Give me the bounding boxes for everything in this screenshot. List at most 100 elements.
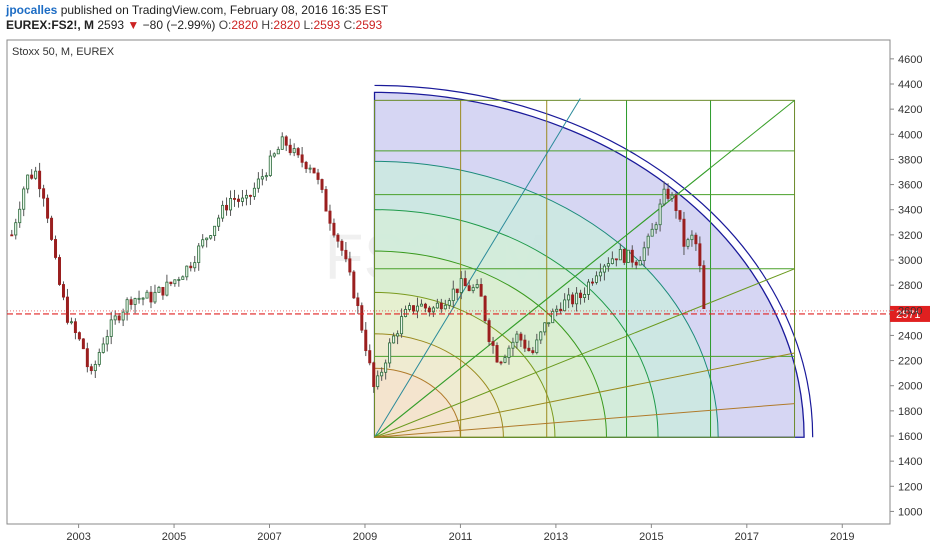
candle-body xyxy=(654,224,658,230)
candle-body xyxy=(694,234,698,245)
candle-body xyxy=(471,287,475,292)
price-chart[interactable]: FS2!, MStoxx 50 2571 1000120014001600180… xyxy=(0,34,932,550)
candle-body xyxy=(360,305,364,331)
candle-body xyxy=(77,332,81,340)
candle-body xyxy=(304,161,308,170)
y-tick-label: 1000 xyxy=(898,506,922,518)
low-value: 2593 xyxy=(313,18,341,32)
candle-body xyxy=(161,286,165,296)
time-axis[interactable]: 2003 2005 2007 2009 2011 2013 2015 2017 2019 xyxy=(66,524,855,543)
candle-body xyxy=(73,321,77,334)
candle-body xyxy=(50,217,54,240)
candle-body xyxy=(288,144,292,154)
candle-body xyxy=(177,279,181,281)
candle-body xyxy=(229,198,233,211)
candle-body xyxy=(447,300,451,306)
symbol-label: EUREX:FS2!, M xyxy=(6,18,95,32)
candle-body xyxy=(614,258,618,261)
publish-line: jpocalles published on TradingView.com, … xyxy=(6,3,388,17)
candle-body xyxy=(626,249,630,263)
y-tick-label: 2000 xyxy=(898,381,922,393)
candle-body xyxy=(487,320,491,342)
candle-body xyxy=(153,291,157,303)
candle-body xyxy=(356,297,360,307)
candle-body xyxy=(300,154,304,163)
candle-body xyxy=(10,234,14,237)
y-tick-label: 4000 xyxy=(898,129,922,141)
candle-body xyxy=(535,339,539,353)
candle-body xyxy=(539,331,543,341)
candle-body xyxy=(388,342,392,364)
candle-body xyxy=(205,237,209,241)
candle-body xyxy=(682,218,686,247)
y-tick-label: 2400 xyxy=(898,330,922,342)
candle-body xyxy=(89,366,93,372)
candle-body xyxy=(443,304,447,310)
candle-body xyxy=(618,249,622,261)
candles xyxy=(10,132,706,393)
candle-body xyxy=(125,299,129,313)
candle-body xyxy=(531,350,535,353)
author-link[interactable]: jpocalles xyxy=(6,3,58,17)
candle-body xyxy=(328,210,332,224)
candle-body xyxy=(197,245,201,264)
candle-body xyxy=(18,208,22,224)
candle-body xyxy=(213,225,217,236)
candle-body xyxy=(101,343,105,353)
candle-body xyxy=(268,155,272,176)
candle-body xyxy=(372,362,376,388)
candle-body xyxy=(117,315,121,321)
price-axis[interactable]: 1000 1200 1400 1600 1800 2000 2200 2400 2600 2800… xyxy=(890,54,922,519)
candle-body xyxy=(610,258,614,264)
candle-body xyxy=(296,148,300,156)
candle-body xyxy=(622,249,626,263)
candle-body xyxy=(368,350,372,364)
candle-body xyxy=(312,167,316,174)
candle-body xyxy=(435,302,439,309)
candle-body xyxy=(427,307,431,313)
candle-body xyxy=(284,136,288,146)
candle-body xyxy=(495,345,499,363)
candle-body xyxy=(105,336,109,345)
candle-body xyxy=(201,239,205,247)
price-tag xyxy=(890,305,930,322)
candle-body xyxy=(264,175,268,178)
y-tick-label: 1400 xyxy=(898,456,922,468)
candle-body xyxy=(547,322,551,325)
price-tag-label: 2571 xyxy=(896,309,920,321)
candle-body xyxy=(392,335,396,344)
candle-body xyxy=(308,167,312,170)
candle-body xyxy=(141,297,145,300)
candle-body xyxy=(559,308,563,312)
close-value: 2593 xyxy=(355,18,383,32)
candle-body xyxy=(658,203,662,226)
candle-body xyxy=(280,136,284,150)
candle-body xyxy=(551,310,555,324)
candle-body xyxy=(423,303,427,309)
x-tick-label: 2005 xyxy=(162,531,186,543)
candle-body xyxy=(555,308,559,312)
published-text: published on TradingView.com, February 0… xyxy=(60,3,389,17)
candle-body xyxy=(22,188,26,210)
candle-body xyxy=(129,299,133,305)
candle-body xyxy=(686,239,690,247)
candle-body xyxy=(189,265,193,269)
candle-body xyxy=(415,305,419,312)
candle-body xyxy=(276,148,280,155)
candle-body xyxy=(598,271,602,277)
y-tick-label: 3000 xyxy=(898,255,922,267)
chart-header: jpocalles published on TradingView.com, … xyxy=(0,0,932,34)
candle-body xyxy=(666,188,670,199)
candle-body xyxy=(137,297,141,300)
candle-body xyxy=(459,278,463,293)
candle-body xyxy=(419,303,423,307)
candle-body xyxy=(404,309,408,317)
gann-box[interactable] xyxy=(373,84,814,438)
candle-body xyxy=(38,170,42,190)
candle-body xyxy=(54,239,58,258)
y-tick-label: 2600 xyxy=(898,305,922,317)
candle-body xyxy=(324,189,328,212)
y-tick-label: 2200 xyxy=(898,356,922,368)
candle-body xyxy=(344,249,348,260)
gann-frame xyxy=(374,99,796,438)
